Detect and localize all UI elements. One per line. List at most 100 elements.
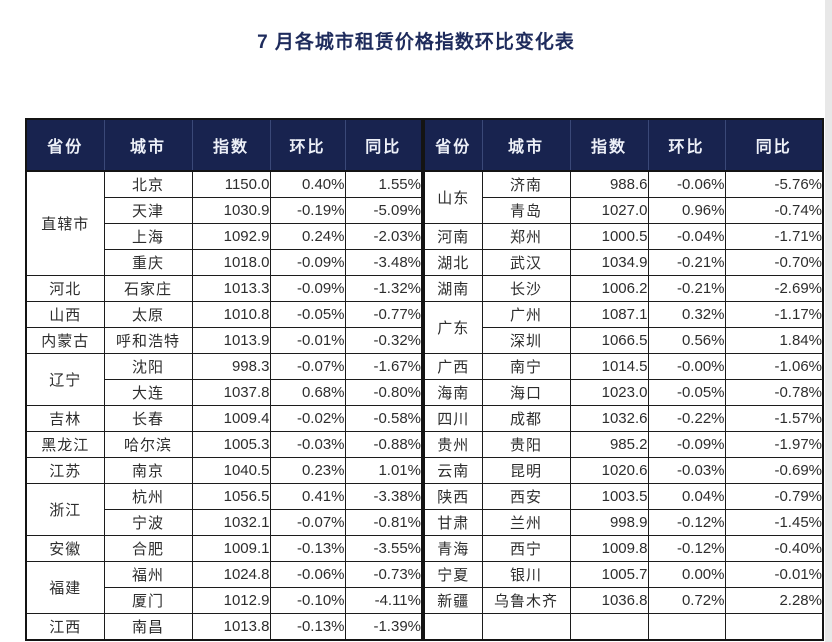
mom-cell: 0.56% (647, 327, 726, 354)
city-cell: 贵阳 (481, 431, 571, 458)
table-row: 宁波 1032.1 -0.07% -0.81% (26, 509, 423, 536)
yoy-cell: -1.71% (724, 223, 824, 250)
table-row: 内蒙古 呼和浩特 1013.9 -0.01% -0.32% (25, 327, 423, 354)
table-row: 河北 石家庄 1013.3 -0.09% -1.32% (25, 275, 423, 302)
index-cell: 1150.0 (191, 170, 271, 198)
yoy-cell: -0.73% (344, 561, 423, 588)
city-cell: 西安 (481, 483, 571, 510)
mom-cell: -0.21% (647, 275, 726, 302)
index-cell: 1020.6 (569, 457, 649, 484)
mom-cell: -0.07% (269, 509, 346, 536)
table-row: 辽宁 沈阳 998.3 -0.07% -1.67% (25, 353, 423, 406)
table-row: 山东 济南 988.6 -0.06% -5.76% (423, 170, 824, 224)
city-cell: 长沙 (481, 275, 571, 302)
province-cell: 安徽 (25, 535, 105, 562)
city-cell: 福州 (103, 561, 193, 588)
city-cell: 兰州 (481, 509, 571, 536)
city-cell: 石家庄 (103, 275, 193, 302)
table-row: 江西 南昌 1013.8 -0.13% -1.39% (25, 613, 423, 641)
city-cell: 北京 (103, 170, 193, 198)
yoy-cell: -0.77% (344, 301, 423, 328)
table-row: 河南 郑州 1000.5 -0.04% -1.71% (423, 223, 824, 250)
city-cell: 成都 (481, 405, 571, 432)
index-cell: 1066.5 (569, 327, 649, 354)
mom-cell: -0.21% (647, 249, 726, 276)
mom-cell: -0.02% (269, 405, 346, 432)
col-header-province: 省份 (25, 118, 105, 172)
index-cell: 1040.5 (191, 457, 271, 484)
index-cell: 1092.9 (191, 223, 271, 250)
yoy-cell: 2.28% (724, 587, 824, 614)
index-cell: 1034.9 (569, 249, 649, 276)
city-cell: 呼和浩特 (103, 327, 193, 354)
index-cell: 1009.1 (191, 535, 271, 562)
scan-edge-artifact (825, 0, 832, 642)
city-cell: 太原 (103, 301, 193, 328)
city-cell: 长春 (103, 405, 193, 432)
index-cell: 1027.0 (569, 197, 649, 224)
table-row: 云南 昆明 1020.6 -0.03% -0.69% (423, 457, 824, 484)
city-cell: 天津 (103, 197, 193, 224)
city-cell: 沈阳 (103, 353, 193, 380)
index-cell: 1036.8 (569, 587, 649, 614)
table-row: 四川 成都 1032.6 -0.22% -1.57% (423, 405, 824, 432)
index-cell: 998.9 (569, 509, 649, 536)
table-row: 青海 西宁 1009.8 -0.12% -0.40% (423, 535, 824, 562)
col-header-index: 指数 (191, 118, 271, 172)
province-cell: 河北 (25, 275, 105, 302)
mom-cell: -0.12% (647, 535, 726, 562)
table-row: 天津 1030.9 -0.19% -5.09% (26, 197, 423, 224)
yoy-cell: -0.74% (724, 197, 824, 224)
index-cell: 988.6 (569, 170, 649, 198)
province-cell: 青海 (423, 535, 483, 562)
yoy-cell: -2.03% (344, 223, 423, 250)
mom-cell: 0.24% (269, 223, 346, 250)
city-cell: 广州 (481, 301, 571, 328)
province-cell: 贵州 (423, 431, 483, 458)
city-cell: 济南 (481, 170, 571, 198)
yoy-cell: 1.84% (724, 327, 824, 354)
page-title: 7 月各城市租赁价格指数环比变化表 (257, 32, 575, 53)
index-cell: 1010.8 (191, 301, 271, 328)
col-header-yoy: 同比 (344, 118, 423, 172)
mom-cell: 0.41% (269, 483, 346, 510)
mom-cell: -0.22% (647, 405, 726, 432)
index-cell: 1037.8 (191, 379, 271, 406)
city-cell: 重庆 (103, 249, 193, 276)
mom-cell: 0.04% (647, 483, 726, 510)
mom-cell: -0.06% (647, 170, 726, 198)
table-row: 吉林 长春 1009.4 -0.02% -0.58% (25, 405, 423, 432)
yoy-cell: -1.67% (344, 353, 423, 380)
mom-cell: -0.19% (269, 197, 346, 224)
table-row: 直辖市 北京 1150.0 0.40% 1.55% (25, 170, 423, 276)
table-row: 陕西 西安 1003.5 0.04% -0.79% (423, 483, 824, 510)
index-cell: 998.3 (191, 353, 271, 380)
index-cell: 1087.1 (569, 301, 649, 328)
province-cell: 直辖市 (25, 170, 105, 276)
province-cell: 海南 (423, 379, 483, 406)
mom-cell: 0.32% (647, 301, 726, 328)
table-row: 新疆 乌鲁木齐 1036.8 0.72% 2.28% (423, 587, 824, 614)
index-cell: 1003.5 (569, 483, 649, 510)
col-header-city: 城市 (103, 118, 193, 172)
mom-cell: -0.13% (269, 613, 346, 641)
right-table-body: 山东 济南 988.6 -0.06% -5.76% 青岛 1027.0 0.96% -0.74%… (423, 170, 824, 641)
yoy-cell: -0.88% (344, 431, 423, 458)
city-cell: 武汉 (481, 249, 571, 276)
city-cell: 银川 (481, 561, 571, 588)
city-cell: 杭州 (103, 483, 193, 510)
yoy-cell: -0.58% (344, 405, 423, 432)
table-row: 湖北 武汉 1034.9 -0.21% -0.70% (423, 249, 824, 276)
table-row: 山西 太原 1010.8 -0.05% -0.77% (25, 301, 423, 328)
province-cell: 吉林 (25, 405, 105, 432)
mom-cell: -0.06% (269, 561, 346, 588)
province-cell: 江苏 (25, 457, 105, 484)
yoy-cell: -3.38% (344, 483, 423, 510)
yoy-cell: -0.70% (724, 249, 824, 276)
yoy-cell: -0.79% (724, 483, 824, 510)
yoy-cell: -0.69% (724, 457, 824, 484)
yoy-cell: 1.01% (344, 457, 423, 484)
table-row: 浙江 杭州 1056.5 0.41% -3.38% (25, 483, 423, 536)
index-cell: 1009.8 (569, 535, 649, 562)
header-row-right: 省份 城市 指数 环比 同比 (423, 118, 824, 172)
